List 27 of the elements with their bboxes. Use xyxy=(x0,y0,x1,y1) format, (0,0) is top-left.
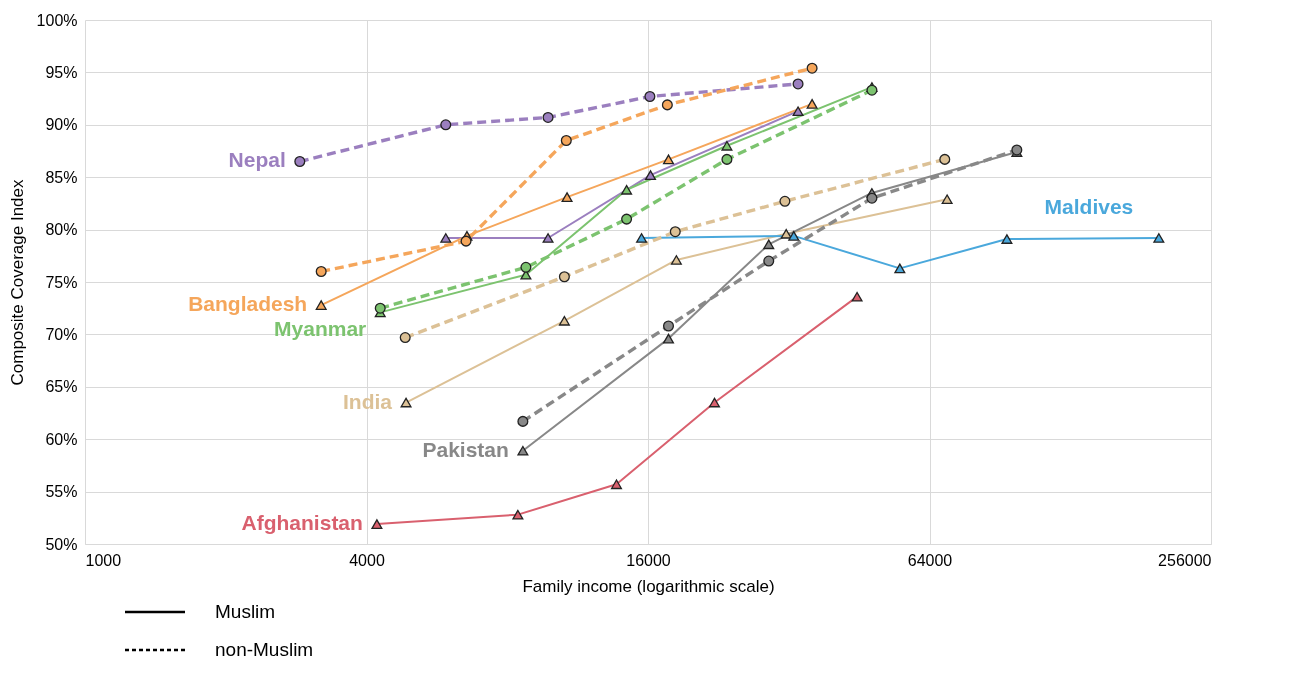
series-label: Myanmar xyxy=(274,317,367,341)
y-tick-label: 70% xyxy=(45,325,78,343)
x-tick-label: 64000 xyxy=(907,551,953,569)
x-tick-label: 16000 xyxy=(626,551,671,569)
x-tick-label: 1000 xyxy=(85,551,122,569)
y-tick-label: 75% xyxy=(45,273,78,291)
y-tick-label: 60% xyxy=(45,430,78,448)
y-tick-label: 65% xyxy=(45,378,78,396)
series-label: Afghanistan xyxy=(241,511,363,535)
y-tick-label: 50% xyxy=(45,535,78,553)
series-label: Pakistan xyxy=(422,437,509,461)
y-tick-label: 55% xyxy=(45,483,78,501)
text: non-Muslim xyxy=(215,639,314,660)
series-label: Bangladesh xyxy=(188,292,308,316)
y-tick-label: 80% xyxy=(45,221,78,239)
y-axis-title: Composite Coverage Index xyxy=(7,179,27,386)
y-tick-label: 95% xyxy=(45,63,78,81)
x-axis-title: Family income (logarithmic scale) xyxy=(522,576,775,596)
series-label: Maldives xyxy=(1044,194,1134,218)
y-tick-label: 90% xyxy=(45,116,78,134)
series-label: Nepal xyxy=(228,148,286,172)
series-label: India xyxy=(343,389,393,413)
x-tick-label: 4000 xyxy=(349,551,385,569)
x-tick-label: 256000 xyxy=(1158,551,1212,569)
y-tick-label: 85% xyxy=(45,168,78,186)
y-tick-label: 100% xyxy=(36,11,78,29)
text: Muslim xyxy=(215,601,276,622)
